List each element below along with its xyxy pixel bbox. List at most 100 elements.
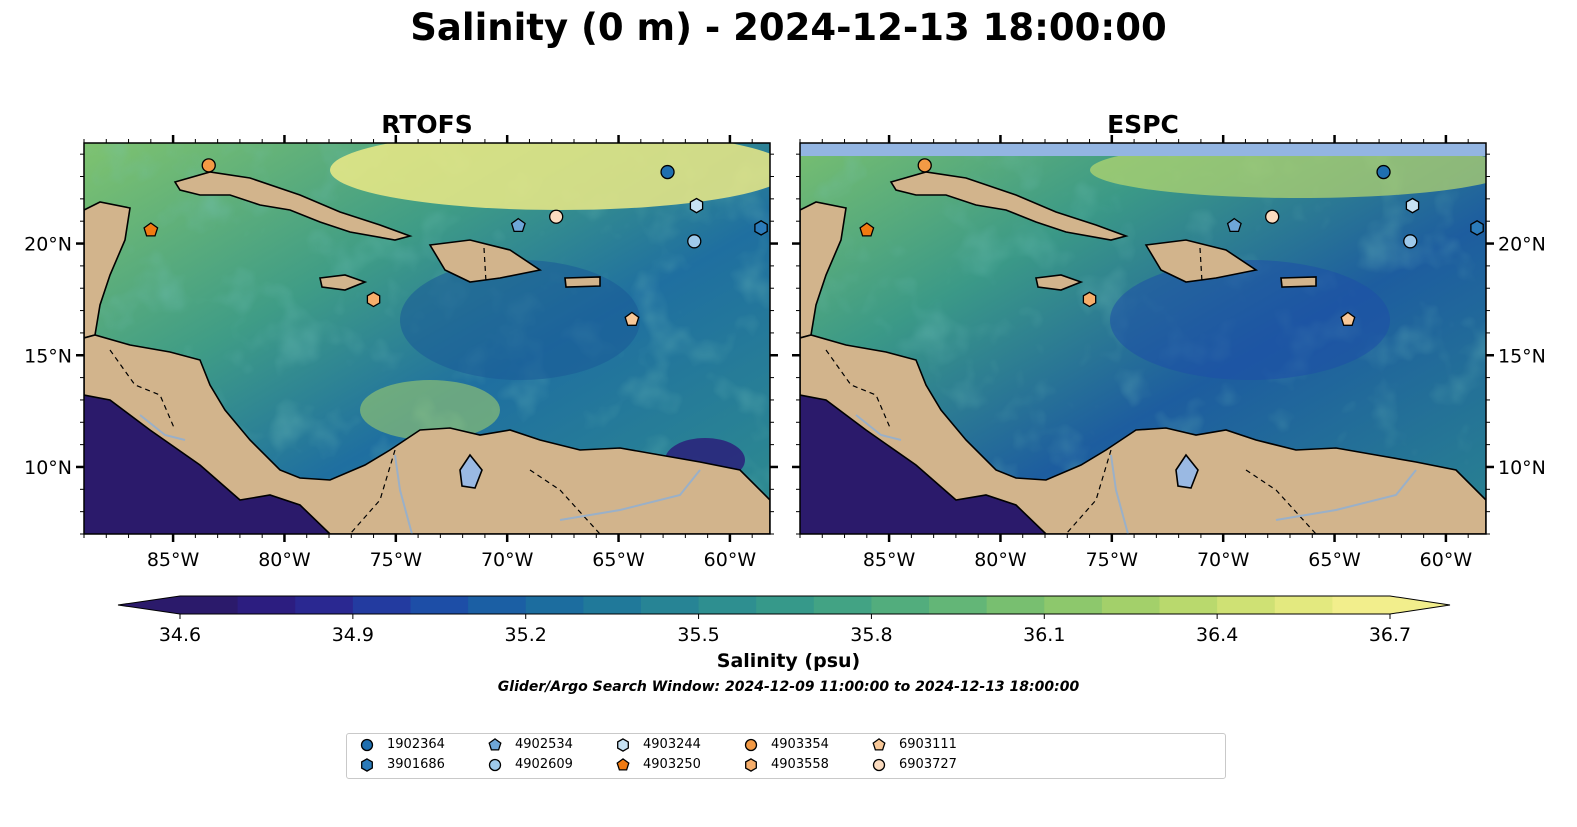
map-panel-rtofs: 85°W 80°W 75°W 70°W 65°W 60°W 10°N 15°N 20°N: [24, 135, 778, 571]
colorbar-segment: [1274, 596, 1333, 614]
colorbar-tick-label: 34.9: [332, 624, 374, 646]
legend-marker-6903111: [872, 738, 886, 751]
colorbar-segment: [756, 596, 815, 614]
colorbar-tick-label: 36.4: [1196, 624, 1238, 646]
float-marker-4903250: [859, 222, 875, 237]
legend: 1902364 3901686 4902534 4902609 4903244 49032…: [346, 733, 1226, 779]
legend-label: 6903111: [899, 737, 957, 752]
y-tick-label: 10°N: [24, 457, 72, 479]
x-tick-label: 70°W: [481, 549, 534, 571]
panel-title-rtofs: RTOFS: [381, 110, 473, 139]
x-tick-label: 65°W: [592, 549, 645, 571]
legend-marker-4903250: [616, 758, 630, 771]
float-marker-6903727: [1265, 209, 1280, 224]
float-marker-6903111: [1340, 311, 1356, 326]
colorbar-tick-label: 34.6: [159, 624, 201, 646]
float-marker-4903558: [366, 291, 381, 308]
float-marker-4903244: [689, 197, 704, 214]
legend-label: 4903558: [771, 757, 829, 772]
float-marker-4902534: [1226, 217, 1242, 233]
panel-title-espc: ESPC: [1107, 110, 1179, 139]
no-data-band: [800, 143, 1486, 156]
x-tick-label: 75°W: [370, 549, 423, 571]
rivers: [139, 414, 701, 534]
x-tick-label: 60°W: [704, 549, 757, 571]
colorbar-tick-label: 36.1: [1023, 624, 1065, 646]
float-marker-6903727: [549, 209, 564, 224]
x-tick-label: 60°W: [1420, 549, 1473, 571]
y-tick-label: 15°N: [1498, 345, 1546, 367]
colorbar-segment: [640, 596, 700, 614]
colorbar-segment: [352, 596, 412, 614]
colorbar-tick-label: 35.8: [850, 624, 892, 646]
float-marker-3901686: [1470, 220, 1484, 236]
figure-title: Salinity (0 m) - 2024-12-13 18:00:00: [410, 6, 1167, 49]
float-marker-4903354: [201, 158, 216, 173]
colorbar-segment: [929, 596, 988, 614]
legend-label: 4902609: [515, 757, 573, 772]
legend-label: 3901686: [387, 757, 445, 772]
colorbar-segment: [813, 596, 873, 614]
colorbar-segment: [1159, 596, 1218, 614]
x-tick-label: 80°W: [258, 549, 311, 571]
float-marker-4902609: [1403, 234, 1418, 249]
colorbar: 34.6 34.9 35.2 35.5 35.8 36.1 36.4 36.7: [117, 595, 1451, 646]
map-panel-espc: 85°W 80°W 75°W 70°W 65°W 60°W 10°N 15°N 20°N: [792, 135, 1546, 571]
colorbar-segment: [1101, 596, 1161, 614]
country-borders: [825, 247, 1317, 534]
colorbar-segment: [986, 596, 1045, 614]
colorbar-segment: [871, 596, 930, 614]
legend-label: 4903354: [771, 737, 829, 752]
y-tick-label: 20°N: [1498, 234, 1546, 256]
colorbar-tick-label: 35.2: [505, 624, 547, 646]
float-marker-1902364: [1376, 164, 1391, 180]
legend-label: 6903727: [899, 757, 957, 772]
float-marker-4903354: [917, 158, 932, 173]
x-tick-label: 75°W: [1086, 549, 1139, 571]
legend-marker-4903354: [744, 738, 758, 752]
legend-marker-1902364: [360, 738, 374, 752]
x-tick-label: 80°W: [974, 549, 1027, 571]
x-tick-label: 65°W: [1308, 549, 1361, 571]
colorbar-segment: [1044, 596, 1103, 614]
float-marker-6903111: [624, 311, 640, 326]
colorbar-segment: [180, 596, 239, 614]
rivers: [855, 414, 1417, 534]
colorbar-tick-label: 36.7: [1369, 624, 1411, 646]
search-window-note: Glider/Argo Search Window: 2024-12-09 11…: [497, 679, 1080, 695]
float-marker-4902534: [510, 217, 526, 233]
legend-marker-4903244: [617, 738, 629, 752]
y-tick-label: 20°N: [24, 234, 72, 256]
legend-marker-6903727: [872, 758, 886, 772]
float-marker-4903558: [1082, 291, 1097, 308]
float-marker-4903250: [143, 222, 159, 237]
colorbar-segment: [295, 596, 354, 614]
colorbar-segment: [410, 596, 469, 614]
colorbar-segment: [698, 596, 757, 614]
y-tick-label: 15°N: [24, 345, 72, 367]
colorbar-extend-low: [118, 596, 180, 614]
legend-marker-4903558: [745, 758, 757, 772]
x-tick-label: 70°W: [1197, 549, 1250, 571]
country-borders: [109, 247, 601, 534]
legend-label: 1902364: [387, 737, 445, 752]
float-marker-4903244: [1405, 197, 1420, 214]
land-mask: [84, 171, 770, 534]
colorbar-segment: [1332, 596, 1391, 614]
colorbar-segment: [525, 596, 584, 614]
colorbar-label: Salinity (psu): [716, 650, 861, 672]
legend-marker-4902609: [488, 758, 502, 772]
legend-marker-4902534: [488, 738, 502, 751]
colorbar-segment: [1217, 596, 1276, 614]
colorbar-extend-high: [1390, 596, 1450, 614]
colorbar-segment: [468, 596, 527, 614]
float-marker-1902364: [660, 164, 675, 180]
legend-label: 4903250: [643, 757, 701, 772]
x-tick-label: 85°W: [147, 549, 200, 571]
legend-label: 4902534: [515, 737, 573, 752]
x-tick-label: 85°W: [863, 549, 916, 571]
y-tick-label: 10°N: [1498, 457, 1546, 479]
colorbar-segment: [237, 596, 296, 614]
legend-marker-3901686: [361, 758, 373, 772]
